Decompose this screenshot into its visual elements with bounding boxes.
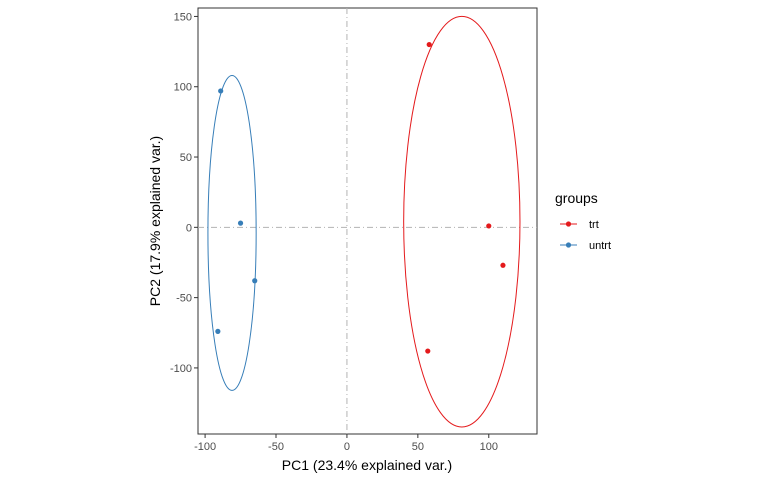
point-untrt bbox=[218, 88, 224, 94]
y-tick-label: 0 bbox=[186, 222, 192, 234]
legend-entry-untrt: untrt bbox=[560, 240, 611, 252]
legend-label: untrt bbox=[589, 240, 611, 252]
y-tick-label: -100 bbox=[170, 363, 192, 375]
legend-label: trt bbox=[589, 219, 599, 231]
ellipse-untrt bbox=[207, 74, 257, 391]
reference-lines bbox=[198, 8, 537, 434]
point-untrt bbox=[252, 278, 258, 284]
ellipse-trt bbox=[403, 15, 521, 428]
point-untrt bbox=[215, 328, 221, 334]
y-axis-title: PC2 (17.9% explained var.) bbox=[147, 136, 163, 306]
point-trt bbox=[425, 348, 431, 354]
y-axis: -100 -50 0 50 100 150 bbox=[170, 11, 198, 375]
confidence-ellipses bbox=[207, 15, 521, 428]
plot-panel bbox=[197, 7, 538, 435]
x-axis-title: PC1 (23.4% explained var.) bbox=[282, 457, 452, 473]
data-points bbox=[215, 41, 506, 354]
point-trt bbox=[500, 262, 506, 268]
legend-key-point bbox=[565, 242, 572, 248]
legend: groups trt untrt bbox=[555, 190, 611, 252]
x-tick-label: 0 bbox=[344, 441, 350, 453]
y-tick-label: 100 bbox=[174, 82, 192, 94]
x-tick-label: 50 bbox=[412, 441, 424, 453]
legend-title: groups bbox=[555, 190, 598, 206]
legend-entry-trt: trt bbox=[560, 219, 599, 231]
y-tick-label: 150 bbox=[174, 11, 192, 23]
point-untrt bbox=[237, 220, 244, 226]
x-axis: -100 -50 0 50 100 bbox=[194, 434, 498, 453]
x-tick-label: -50 bbox=[268, 441, 284, 453]
legend-key-point bbox=[565, 221, 572, 227]
y-tick-label: 50 bbox=[180, 152, 192, 164]
x-tick-label: -100 bbox=[194, 441, 216, 453]
y-tick-label: -50 bbox=[176, 293, 192, 305]
point-trt bbox=[486, 223, 492, 229]
x-tick-label: 100 bbox=[480, 441, 498, 453]
point-trt bbox=[426, 41, 432, 48]
